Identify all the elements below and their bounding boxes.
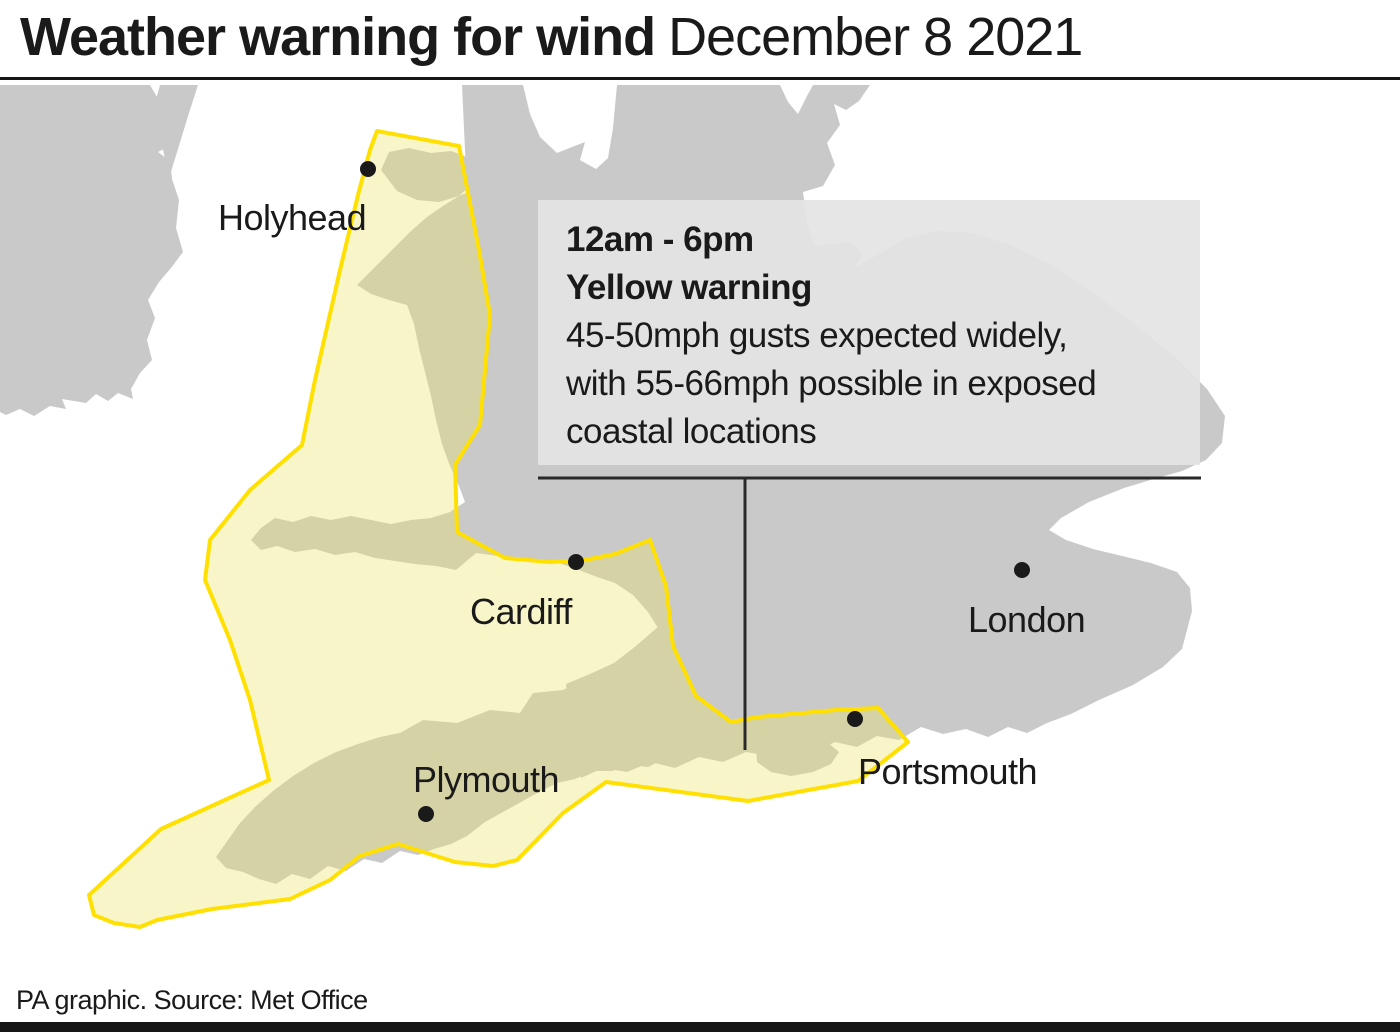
warning-description-line: coastal locations [566, 412, 817, 451]
city-marker-london [1014, 562, 1030, 578]
ireland-landmass [0, 85, 183, 416]
city-label-plymouth: Plymouth [413, 759, 560, 800]
city-label-london: London [968, 599, 1086, 640]
bottom-bar [0, 1022, 1400, 1032]
warning-callout-box: 12am - 6pm Yellow warning 45-50mph gusts… [538, 200, 1200, 465]
title-main: Weather warning for wind [20, 7, 656, 67]
city-marker-holyhead [360, 161, 376, 177]
page-title: Weather warning for wind December 8 2021 [20, 6, 1390, 68]
warning-level: Yellow warning [566, 268, 812, 307]
warning-description-line: with 55-66mph possible in exposed [566, 364, 1097, 403]
city-marker-portsmouth [847, 711, 863, 727]
city-label-cardiff: Cardiff [470, 591, 572, 632]
city-label-portsmouth: Portsmouth [858, 751, 1038, 792]
city-marker-plymouth [418, 806, 434, 822]
city-marker-cardiff [568, 554, 584, 570]
isle-of-wight-island [756, 730, 839, 776]
wind-warning-area [87, 129, 910, 929]
title-divider [0, 77, 1400, 80]
warning-time-range: 12am - 6pm [566, 220, 754, 259]
city-label-holyhead: Holyhead [218, 197, 367, 238]
source-credit: PA graphic. Source: Met Office [16, 985, 368, 1015]
southwest-peninsula-landmass [216, 628, 662, 884]
title-date: December 8 2021 [668, 7, 1083, 67]
scotland-landmass [154, 85, 198, 178]
warning-description-line: 45-50mph gusts expected widely, [566, 316, 1068, 355]
anglesey-island [381, 148, 476, 202]
